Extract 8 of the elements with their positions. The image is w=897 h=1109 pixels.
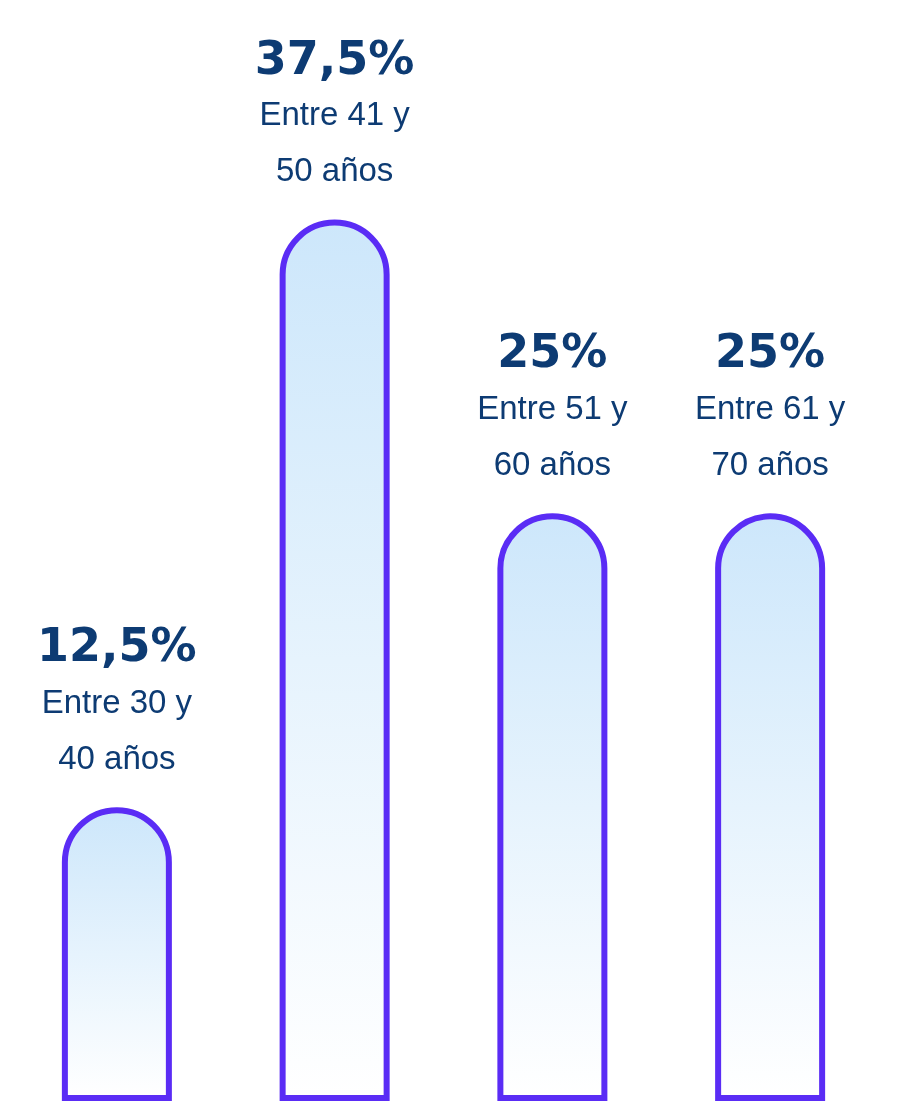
x-tick-label: Entre 30 y 40 años [41,682,193,776]
data-label: 12,5% [37,618,197,673]
x-tick-label: Entre 41 y 50 años [259,95,411,189]
x-tick-label: Entre 61 y 70 años [694,388,846,482]
x-tick-label: Entre 51 y 60 años [477,388,629,482]
data-label: 25% [715,324,826,379]
data-label: 37,5% [254,30,415,85]
data-label: 25% [497,324,608,379]
